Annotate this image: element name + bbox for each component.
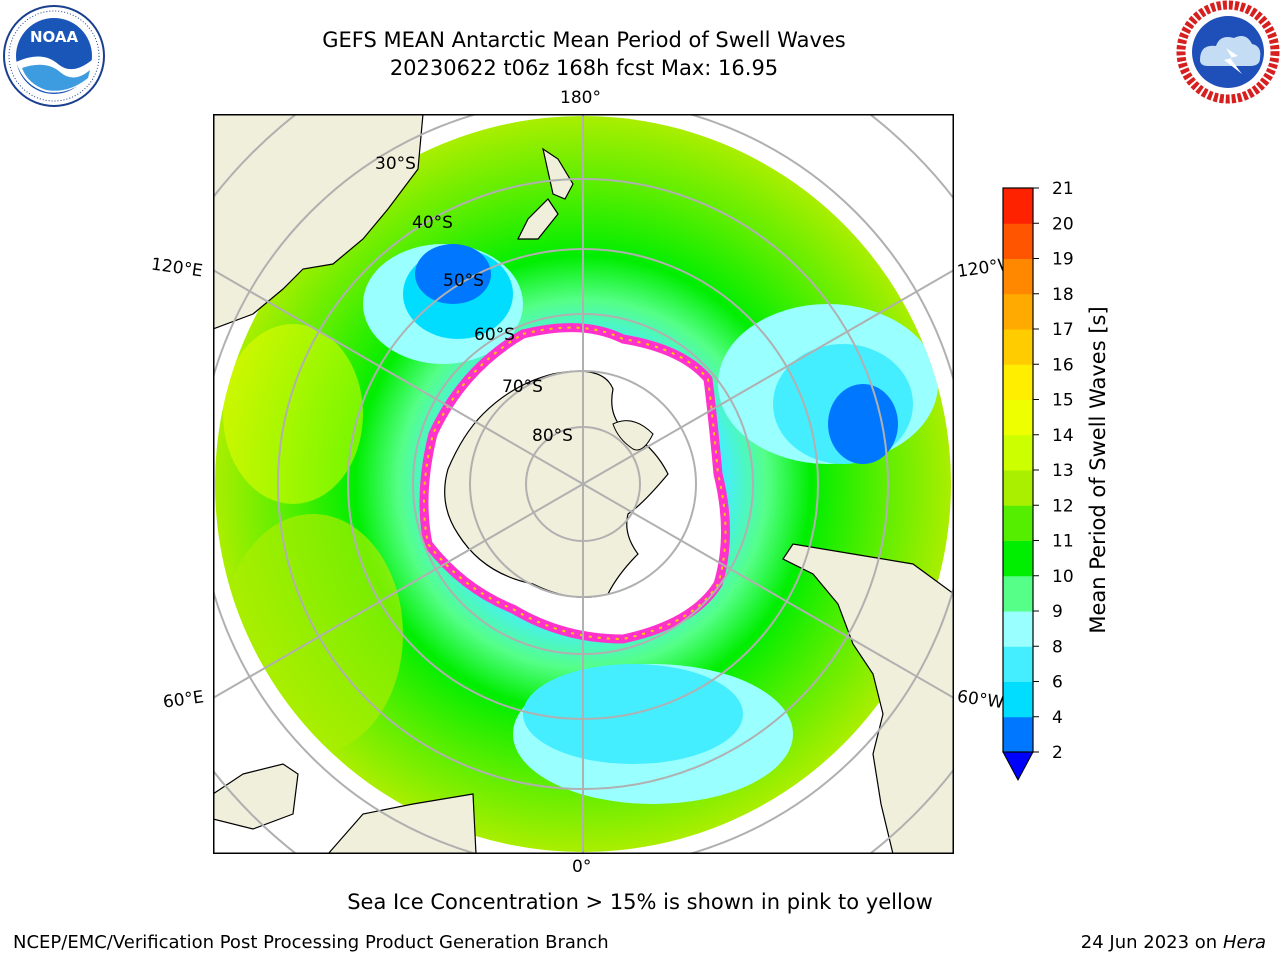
colorbar-segment bbox=[1003, 646, 1033, 682]
colorbar-tick-label: 9 bbox=[1052, 602, 1063, 622]
antarctic-peninsula bbox=[612, 420, 654, 451]
footer-credit: NCEP/EMC/Verification Post Processing Pr… bbox=[13, 932, 609, 953]
colorbar-segment bbox=[1003, 470, 1033, 506]
colorbar-tick-label: 14 bbox=[1052, 426, 1074, 446]
colorbar-tick-label: 17 bbox=[1052, 320, 1074, 340]
noaa-logo: NOAA bbox=[3, 5, 105, 107]
footer-date-text: 24 Jun 2023 on bbox=[1080, 932, 1218, 953]
colorbar-segment bbox=[1003, 540, 1033, 577]
swell-region-low-period-east bbox=[828, 384, 898, 464]
graticule bbox=[213, 114, 954, 854]
colorbar-tick-label: 2 bbox=[1052, 743, 1063, 763]
colorbar-tick-label: 15 bbox=[1052, 391, 1074, 411]
colorbar-tick-label: 12 bbox=[1052, 496, 1074, 516]
colorbar-segment bbox=[1003, 681, 1033, 718]
lat-label-40s: 40°S bbox=[412, 213, 453, 233]
lon-label-0: 0° bbox=[572, 857, 592, 877]
colorbar-tick-label: 8 bbox=[1052, 637, 1063, 657]
colorbar: 2 4 6 8 9 10 11 12 13 14 15 16 17 18 19 20 21 bbox=[1002, 180, 1074, 782]
colorbar-segment bbox=[1003, 329, 1033, 365]
footer-host: Hera bbox=[1222, 932, 1266, 953]
colorbar-tick-label: 19 bbox=[1052, 250, 1074, 270]
new-zealand-north bbox=[542, 147, 574, 200]
swell-region-tasman-low bbox=[415, 244, 491, 304]
colorbar-segment bbox=[1003, 223, 1033, 259]
chart-title: GEFS MEAN Antarctic Mean Period of Swell… bbox=[322, 28, 846, 52]
lat-label-70s: 70°S bbox=[502, 377, 543, 397]
madagascar-land bbox=[213, 763, 299, 830]
colorbar-segment bbox=[1003, 434, 1033, 471]
colorbar-segment bbox=[1003, 399, 1033, 436]
nws-logo bbox=[1176, 0, 1280, 104]
sea-ice-edge bbox=[423, 326, 727, 641]
antarctic-map: 30°S 40°S 50°S 60°S 70°S 80°S bbox=[213, 114, 954, 854]
land-masses bbox=[213, 114, 954, 854]
sea-ice-note: Sea Ice Concentration > 15% is shown in … bbox=[347, 890, 933, 914]
colorbar-tick-label: 11 bbox=[1052, 532, 1074, 552]
colorbar-tick-label: 13 bbox=[1052, 461, 1074, 481]
lat-label-60s: 60°S bbox=[474, 325, 515, 345]
swell-region-high-period-west bbox=[223, 324, 363, 504]
colorbar-segment bbox=[1003, 716, 1033, 753]
colorbar-label: Mean Period of Swell Waves [s] bbox=[1086, 306, 1110, 634]
colorbar-tick-label: 6 bbox=[1052, 673, 1063, 693]
footer-date: 24 Jun 2023 on Hera bbox=[1081, 932, 1266, 953]
new-zealand-south bbox=[517, 198, 559, 240]
colorbar-segment bbox=[1003, 293, 1033, 330]
colorbar-segment bbox=[1003, 611, 1033, 647]
lon-label-180: 180° bbox=[560, 88, 601, 108]
noaa-logo-text: NOAA bbox=[30, 28, 79, 46]
map-border bbox=[213, 114, 954, 854]
colorbar-segment bbox=[1003, 575, 1033, 612]
colorbar-tick-label: 10 bbox=[1052, 567, 1074, 587]
colorbar-tick-label: 4 bbox=[1052, 708, 1063, 728]
lon-label-120e: 120°E bbox=[149, 254, 204, 282]
colorbar-tick-label: 16 bbox=[1052, 355, 1074, 375]
colorbar-segment bbox=[1003, 188, 1033, 224]
colorbar-tick-label: 18 bbox=[1052, 285, 1074, 305]
chart-subtitle: 20230622 t06z 168h fcst Max: 16.95 bbox=[389, 56, 779, 80]
colorbar-segment bbox=[1003, 364, 1033, 400]
colorbar-tick-label: 21 bbox=[1052, 180, 1074, 199]
lat-label-80s: 80°S bbox=[532, 426, 573, 446]
colorbar-under-arrow bbox=[1002, 751, 1034, 782]
lat-label-30s: 30°S bbox=[375, 154, 416, 174]
australia-land bbox=[213, 114, 424, 330]
colorbar-tick-label: 20 bbox=[1052, 214, 1074, 234]
lon-label-60e: 60°E bbox=[161, 687, 206, 713]
colorbar-segment bbox=[1003, 258, 1033, 295]
lat-label-50s: 50°S bbox=[443, 271, 484, 291]
colorbar-segment bbox=[1003, 505, 1033, 541]
